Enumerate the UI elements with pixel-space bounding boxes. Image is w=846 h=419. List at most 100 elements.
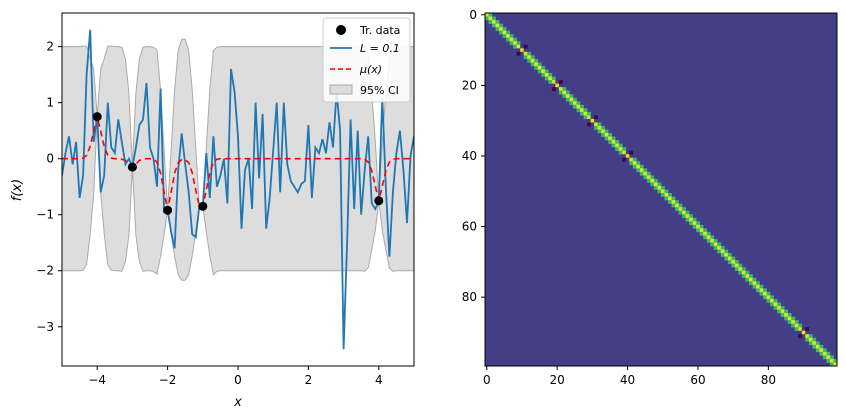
heatmap-cell [713,238,718,243]
heatmap-cell [601,133,605,137]
heatmap-cell [805,330,810,335]
heatmap-cell [615,140,620,144]
heatmap-cell-negative [587,122,591,127]
heatmap-cell [650,175,655,180]
heatmap-cell [801,327,806,331]
heatmap-cell [773,305,778,310]
heatmap-cell [506,30,510,35]
heatmap-cell [548,73,553,77]
training-points [92,112,384,215]
heatmap-cell [587,115,591,120]
x-tick-label: −2 [159,373,177,387]
heatmap-x-tick-label: 80 [761,373,776,387]
heatmap-cell [544,73,549,77]
heatmap-cell [703,228,708,233]
heatmap-cell [506,37,510,42]
heatmap-cell [759,284,764,289]
heatmap-cell [527,51,532,56]
heatmap-cell [756,284,760,289]
heatmap-cell [520,48,525,53]
heatmap-cell [787,313,792,317]
heatmap-cell [615,147,620,151]
heatmap-cell [650,178,655,183]
y-tick-label: −1 [36,208,54,222]
heatmap-cell [671,200,676,204]
heatmap-cell [664,189,669,194]
heatmap-cell [794,323,799,328]
heatmap-cell [611,136,616,141]
heatmap-cell-negative [558,80,563,84]
heatmap-cell [798,327,803,331]
heatmap-cell [499,27,503,31]
heatmap-cell [492,23,496,28]
posterior-mean-line [62,116,414,211]
heatmap-cell [668,196,672,201]
heatmap-cell [752,277,757,282]
y-tick-label: −2 [36,264,54,278]
heatmap-cell [678,210,683,215]
heatmap-cell [551,76,556,81]
heatmap-cell [671,203,676,208]
heatmap-cell [502,34,507,39]
heatmap-cell [534,65,539,70]
heatmap-cell [509,34,514,39]
heatmap-cell [618,143,623,148]
heatmap-cell [499,23,503,28]
heatmap-cell [657,189,662,194]
heatmap-cell [826,358,831,363]
heatmap-cell [808,341,813,346]
heatmap-cell [583,108,588,113]
heatmap-cell [734,263,739,268]
heatmap-cell [812,344,817,349]
heatmap-cell-negative [622,157,627,162]
heatmap-y-tick-label: 0 [469,8,477,22]
heatmap-cell [703,235,708,240]
heatmap-cell [594,122,598,127]
heatmap-cell [502,27,507,31]
heatmap-cell [492,16,496,21]
heatmap-cell [668,200,672,204]
heatmap-cell [485,13,489,17]
heatmap-cell [720,245,725,250]
legend-marker-ci [329,84,353,95]
heatmap-cell [685,210,690,215]
training-point [163,205,173,215]
heatmap-cell [516,41,521,46]
heatmap-cell [661,193,665,197]
right-y-ticks: 0 20 40 60 80 [462,8,485,304]
heatmap-cell [752,281,757,286]
legend-label-ci: 95% CI [360,84,399,97]
heatmap-cell [759,291,764,296]
heatmap-cell [629,154,634,159]
heatmap-cell [625,154,630,159]
heatmap-cell [675,200,679,204]
heatmap-cell [745,274,750,279]
heatmap-cell [829,362,834,367]
training-point [198,201,208,211]
heatmap-cell [706,231,711,236]
heatmap-cell [689,217,693,222]
heatmap-cell [756,281,760,286]
heatmap-cell [594,125,598,130]
heatmap-cell [833,362,838,367]
heatmap-cell [689,214,693,219]
heatmap-cell [573,101,577,106]
legend-label-sample: L = 0.1 [360,42,400,55]
heatmap-cell [530,62,535,67]
heatmap-cell [777,302,781,307]
heatmap-cell-negative [629,150,634,155]
heatmap-cell [611,143,616,148]
covariance-heatmap: 0 20 40 60 80 0 20 40 60 80 [462,8,838,387]
heatmap-cell [692,221,697,226]
heatmap-cell [523,48,528,53]
heatmap-cell [833,358,838,363]
legend-marker-training-data [336,25,346,35]
heatmap-cell [766,295,771,300]
heatmap-cell [541,73,546,77]
legend-label-mean: μ(x) [359,63,382,76]
heatmap-cell [587,118,591,123]
heatmap-cell [580,111,584,116]
heatmap-cell [488,20,493,24]
heatmap-cell [622,154,627,159]
heatmap-cell [682,210,686,215]
